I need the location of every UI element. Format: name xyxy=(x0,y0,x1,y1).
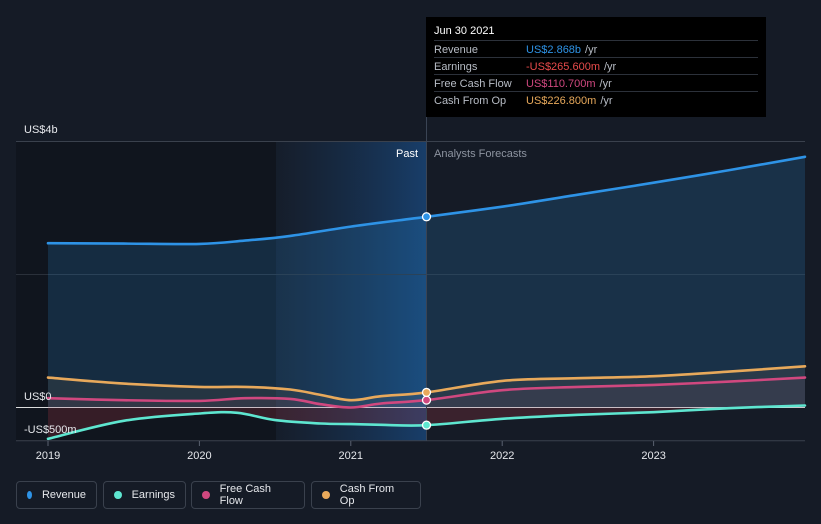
tooltip-value-wrap: US$226.800m/yr xyxy=(526,95,613,107)
revenue-highlight-dot xyxy=(421,212,432,222)
tooltip-label: Earnings xyxy=(434,61,478,73)
forecast-label: Analysts Forecasts xyxy=(434,148,527,160)
y-label-zero: US$0 xyxy=(24,391,52,403)
free-cash-flow-area xyxy=(48,377,805,408)
tooltip-value: US$2.868b xyxy=(526,44,582,56)
legend-label: Earnings xyxy=(131,489,175,501)
free-cash-flow-highlight-dot xyxy=(421,395,432,405)
tooltip-label: Cash From Op xyxy=(434,95,507,107)
legend-label: Cash From Op xyxy=(339,483,395,507)
tooltip-label: Revenue xyxy=(434,44,479,56)
tooltip-value-wrap: US$110.700m/yr xyxy=(526,78,612,90)
cash-from-op-line xyxy=(46,365,807,402)
cash-from-op-highlight-dot xyxy=(421,387,432,398)
x-tick-label: 2021 xyxy=(339,450,363,462)
cash-from-op-area xyxy=(48,366,805,408)
tooltip: Jun 30 2021 Revenue US$2.868b/yr Earning… xyxy=(426,17,766,117)
tooltip-value-wrap: -US$265.600m/yr xyxy=(526,61,616,73)
grid xyxy=(16,141,805,442)
x-axis-ticks: 2019 2020 2021 2022 2023 xyxy=(36,441,666,462)
tooltip-row-earnings: Earnings -US$265.600m/yr xyxy=(434,57,758,75)
plot-background-early xyxy=(16,141,276,441)
earnings-line xyxy=(46,404,807,441)
highlight-dots xyxy=(421,212,432,430)
earnings-dot-icon xyxy=(114,491,122,499)
tooltip-value: -US$265.600m xyxy=(526,61,600,73)
legend-item-cash-from-op[interactable]: Cash From Op xyxy=(311,481,421,509)
past-label: Past xyxy=(396,148,418,160)
x-tick-label: 2019 xyxy=(36,450,60,462)
legend-label: Free Cash Flow xyxy=(219,483,272,507)
legend-item-earnings[interactable]: Earnings xyxy=(103,481,186,509)
tooltip-value: US$226.800m xyxy=(526,95,597,107)
tooltip-unit: /yr xyxy=(599,78,612,90)
free-cash-flow-line xyxy=(46,376,807,409)
tooltip-label: Free Cash Flow xyxy=(434,78,512,90)
tooltip-row-revenue: Revenue US$2.868b/yr xyxy=(434,40,758,58)
tooltip-value-wrap: US$2.868b/yr xyxy=(526,44,597,56)
x-tick-label: 2022 xyxy=(490,450,514,462)
tooltip-row-free-cash-flow: Free Cash Flow US$110.700m/yr xyxy=(434,74,758,92)
free-cash-flow-dot-icon xyxy=(202,491,210,499)
legend-label: Revenue xyxy=(41,489,86,501)
tooltip-unit: /yr xyxy=(600,95,613,107)
x-tick-label: 2020 xyxy=(187,450,211,462)
revenue-dot-icon xyxy=(27,491,32,499)
tooltip-unit: /yr xyxy=(604,61,617,73)
legend-item-revenue[interactable]: Revenue xyxy=(16,481,97,509)
revenue-line xyxy=(46,155,807,246)
legend-item-free-cash-flow[interactable]: Free Cash Flow xyxy=(191,481,305,509)
earnings-highlight-dot xyxy=(421,420,432,430)
x-tick-label: 2023 xyxy=(641,450,665,462)
y-label-top: US$4b xyxy=(24,124,58,136)
tooltip-value: US$110.700m xyxy=(526,78,596,90)
series-lines xyxy=(46,155,807,441)
tooltip-row-cash-from-op: Cash From Op US$226.800m/yr xyxy=(434,91,758,109)
tooltip-unit: /yr xyxy=(585,44,598,56)
y-label-bottom: -US$500m xyxy=(24,424,77,436)
cash-from-op-dot-icon xyxy=(322,491,330,499)
tooltip-date: Jun 30 2021 xyxy=(434,25,495,37)
